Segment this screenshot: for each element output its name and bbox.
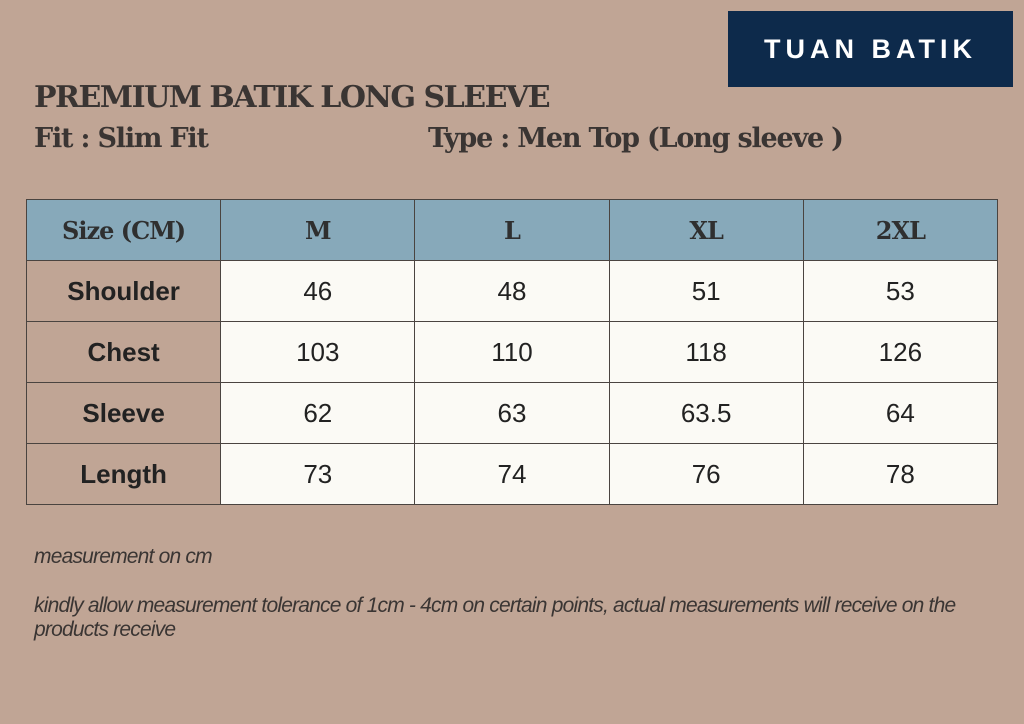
- row-label-chest: Chest: [25, 321, 222, 383]
- table-cell: 126: [802, 321, 999, 383]
- type-label: Type : Men Top (Long sleeve ): [428, 123, 844, 154]
- size-chart-table: Size (CM) M L XL 2XL Shoulder 46 48 51 5…: [25, 199, 999, 505]
- table-cell: 53: [802, 260, 999, 322]
- table-row: Length 73 74 76 78: [25, 443, 999, 505]
- table-cell: 62: [220, 382, 416, 444]
- header-xl: XL: [608, 199, 804, 261]
- row-label-shoulder: Shoulder: [25, 260, 222, 322]
- table-cell: 46: [220, 260, 416, 322]
- unit-note: measurement on cm: [34, 545, 213, 568]
- brand-logo: TUAN BATIK: [728, 11, 1013, 87]
- header-m: M: [220, 199, 416, 261]
- table-cell: 76: [608, 443, 804, 505]
- row-label-length: Length: [25, 443, 222, 505]
- header-size: Size (CM): [25, 199, 222, 261]
- table-cell: 78: [802, 443, 999, 505]
- table-cell: 118: [608, 321, 804, 383]
- table-row: Chest 103 110 118 126: [25, 321, 999, 383]
- header-l: L: [414, 199, 610, 261]
- table-row: Sleeve 62 63 63.5 64: [25, 382, 999, 444]
- table-cell: 103: [220, 321, 416, 383]
- fit-label: Fit : Slim Fit: [34, 123, 209, 154]
- table-cell: 51: [608, 260, 804, 322]
- table-cell: 73: [220, 443, 416, 505]
- table-cell: 63.5: [608, 382, 804, 444]
- table-header-row: Size (CM) M L XL 2XL: [25, 199, 999, 261]
- row-label-sleeve: Sleeve: [25, 382, 222, 444]
- table-cell: 110: [414, 321, 610, 383]
- table-cell: 48: [414, 260, 610, 322]
- page-title: PREMIUM BATIK LONG SLEEVE: [34, 80, 551, 115]
- table-row: Shoulder 46 48 51 53: [25, 260, 999, 322]
- header-2xl: 2XL: [802, 199, 999, 261]
- tolerance-note: kindly allow measurement tolerance of 1c…: [34, 594, 956, 641]
- table-cell: 74: [414, 443, 610, 505]
- table-cell: 64: [802, 382, 999, 444]
- table-cell: 63: [414, 382, 610, 444]
